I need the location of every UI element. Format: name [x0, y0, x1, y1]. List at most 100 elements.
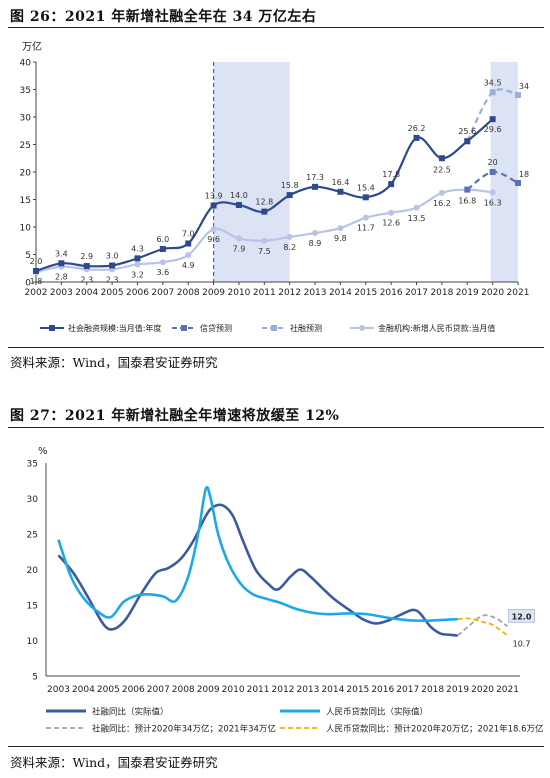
y-tick-label: 15: [27, 602, 38, 612]
chart2-source-rule: [8, 746, 544, 747]
y-tick-label: 25: [20, 141, 31, 151]
data-label: 2.3: [106, 275, 119, 284]
data-label: 2.9: [80, 252, 93, 261]
legend-label: 金融机构:新增人民币贷款:当月值: [378, 323, 495, 333]
series-marker: [489, 189, 496, 196]
data-label: 16.2: [433, 199, 451, 208]
data-label: 26.2: [408, 124, 426, 133]
series-marker: [261, 237, 268, 244]
series-marker: [438, 155, 445, 162]
x-tick-label: 2007: [151, 288, 174, 298]
series-marker: [464, 186, 471, 193]
x-tick-label: 2011: [253, 288, 276, 298]
series-marker: [286, 192, 293, 199]
series-marker: [489, 169, 496, 175]
data-label: 4.9: [182, 261, 195, 270]
data-label: 8.2: [283, 243, 296, 252]
data-label: 16.8: [458, 197, 476, 206]
series-marker: [185, 252, 192, 259]
x-tick-label: 2020: [471, 685, 494, 695]
data-label: 34: [519, 82, 529, 91]
data-label-box: [508, 609, 535, 623]
x-tick-label: 2015: [354, 288, 377, 298]
y-tick-label: 35: [20, 86, 31, 96]
legend-label: 社会融资规模:当月值:年度: [68, 323, 161, 333]
data-label: 8.9: [309, 239, 322, 248]
forecast-band-2009-2012: [213, 62, 290, 282]
x-tick-label: 2018: [421, 685, 444, 695]
series-marker: [235, 235, 242, 242]
legend-marker: [271, 325, 277, 331]
chart1-source-rule: [8, 347, 544, 348]
data-label: 7.0: [182, 230, 195, 239]
series-marker: [83, 263, 90, 270]
x-tick-label: 2005: [97, 685, 120, 695]
series-marker: [515, 92, 521, 98]
y-tick-label: 30: [20, 114, 32, 124]
x-tick-label: 2016: [380, 288, 403, 298]
data-label: 7.9: [233, 245, 246, 254]
data-label: 3.6: [156, 268, 169, 277]
x-tick-label: 2013: [304, 288, 327, 298]
x-tick-label: 2021: [496, 685, 519, 695]
data-label: 34.5: [484, 78, 502, 87]
series-line-2: [457, 614, 509, 637]
x-tick-label: 2015: [346, 685, 369, 695]
data-label: 12.0: [512, 612, 532, 621]
series-marker: [134, 255, 141, 262]
data-label: 3.4: [55, 249, 68, 258]
series-marker: [489, 116, 496, 123]
data-label: 25.6: [458, 127, 476, 136]
legend-marker: [49, 325, 55, 331]
data-label: 11.7: [357, 224, 375, 233]
data-label: 15.8: [281, 181, 299, 190]
x-tick-label: 2003: [47, 685, 70, 695]
chart2-title: 图 27：2021 年新增社融全年增速将放缓至 12%: [10, 408, 340, 424]
x-tick-label: 2008: [172, 685, 195, 695]
data-label: 29.6: [484, 125, 502, 134]
x-tick-label: 2007: [147, 685, 170, 695]
y-tick-label: 20: [27, 566, 39, 576]
series-marker: [362, 194, 369, 201]
series-marker: [109, 262, 116, 269]
x-tick-label: 2011: [247, 685, 270, 695]
x-tick-label: 2017: [396, 685, 419, 695]
data-label: 18: [519, 170, 529, 179]
series-line-1: [57, 485, 458, 623]
x-tick-label: 2003: [50, 288, 73, 298]
series-marker: [210, 202, 217, 209]
series-marker: [58, 260, 65, 267]
y-tick-label: 30: [27, 495, 39, 505]
data-label: 15.4: [357, 183, 375, 192]
legend-marker: [181, 325, 187, 331]
series-marker: [185, 240, 192, 247]
series-marker: [413, 204, 420, 211]
series-marker: [210, 226, 217, 233]
series-marker: [362, 214, 369, 221]
data-label: 13.5: [408, 214, 426, 223]
legend-marker: [359, 325, 365, 331]
x-tick-label: 2018: [430, 288, 453, 298]
x-tick-label: 2004: [75, 288, 98, 298]
x-tick-label: 2013: [296, 685, 319, 695]
series-line-3: [457, 617, 509, 637]
y-tick-label: 25: [27, 531, 38, 541]
chart1-unit-label: 万亿: [22, 40, 42, 53]
data-label: 10.7: [513, 640, 531, 649]
y-tick-label: 10: [27, 637, 39, 647]
y-tick-label: 5: [32, 673, 38, 683]
data-label: 17.3: [306, 173, 324, 182]
y-tick-label: 20: [20, 169, 32, 179]
y-tick-label: 5: [25, 251, 31, 261]
chart1-title: 图 26：2021 年新增社融全年在 34 万亿左右: [10, 9, 317, 25]
data-label: 3.2: [131, 270, 144, 279]
series-marker: [438, 189, 445, 196]
legend-label: 人民币贷款同比（实际值）: [326, 707, 428, 718]
x-tick-label: 2014: [321, 685, 344, 695]
y-tick-label: 10: [20, 224, 32, 234]
x-tick-label: 2009: [197, 685, 220, 695]
x-tick-label: 2016: [371, 685, 394, 695]
series-marker: [413, 134, 420, 141]
